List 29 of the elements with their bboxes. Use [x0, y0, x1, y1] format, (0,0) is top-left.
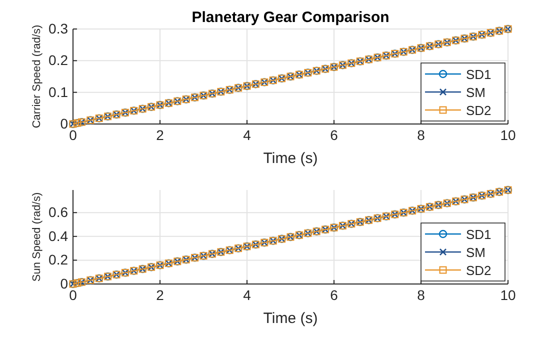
x-axis-title: Time (s)	[263, 310, 318, 327]
x-tick-label: 4	[243, 126, 252, 143]
x-tick-label: 6	[330, 126, 338, 143]
y-axis-title: Carrier Speed (rad/s)	[31, 24, 43, 128]
legend-label: SM	[466, 245, 486, 260]
x-tick-label: 6	[330, 286, 338, 303]
y-tick-label: 0.6	[48, 204, 68, 220]
legend-label: SD2	[466, 263, 492, 278]
y-axis-title: Sun Speed (rad/s)	[31, 192, 43, 282]
x-tick-label: 4	[243, 286, 252, 303]
legend-label: SD2	[466, 103, 492, 118]
x-tick-label: 10	[500, 286, 516, 303]
y-tick-label: 0.4	[48, 228, 68, 244]
legend-label: SM	[466, 85, 486, 100]
y-tick-label: 0.2	[48, 252, 68, 268]
chart-title: Planetary Gear Comparison	[192, 9, 390, 26]
x-tick-label: 8	[417, 286, 426, 303]
x-axis-title: Time (s)	[263, 150, 318, 167]
x-tick-label: 2	[156, 286, 164, 303]
y-tick-label: 0	[60, 275, 68, 292]
y-tick-label: 0	[60, 115, 68, 132]
y-tick-label: 0.1	[48, 84, 68, 100]
y-tick-label: 0.2	[48, 52, 68, 68]
x-tick-label: 8	[417, 126, 426, 143]
y-tick-label: 0.3	[48, 20, 68, 36]
x-tick-label: 2	[156, 126, 164, 143]
x-tick-label: 10	[500, 126, 516, 143]
legend-label: SD1	[466, 227, 492, 242]
legend-label: SD1	[466, 67, 492, 82]
